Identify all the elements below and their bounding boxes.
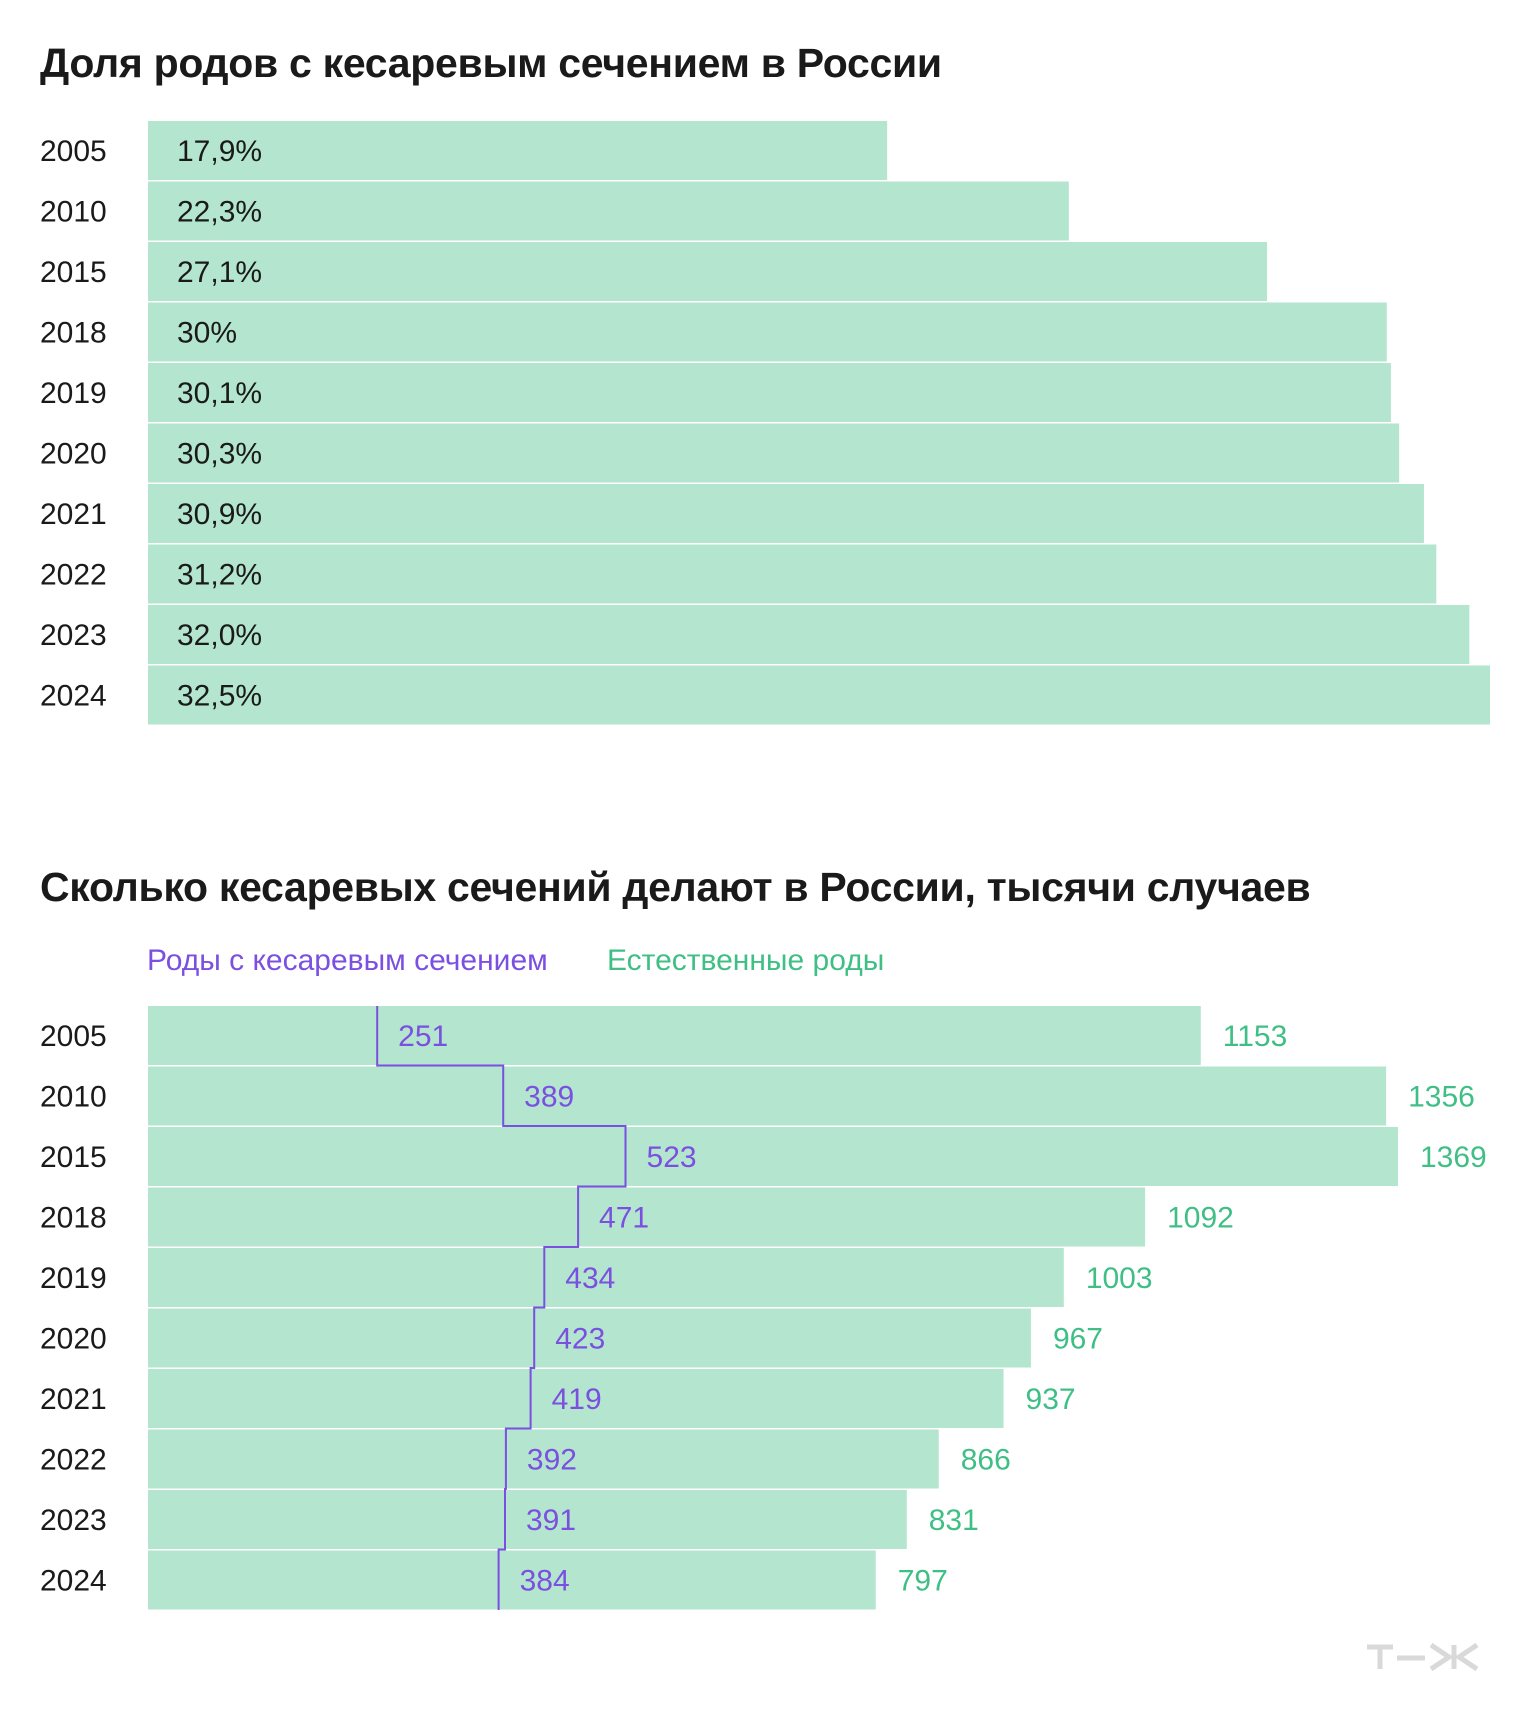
chart2-cesarean-value: 471 xyxy=(599,1202,649,1235)
chart2-natural-value: 866 xyxy=(961,1444,1011,1477)
chart1-bar-2018 xyxy=(148,302,1387,362)
chart2-bar-2018 xyxy=(148,1187,1146,1247)
chart1-value-label: 30% xyxy=(177,317,237,350)
chart2-year-label: 2021 xyxy=(40,1383,107,1416)
chart2-year-label: 2015 xyxy=(40,1141,107,1174)
chart1-year-label: 2020 xyxy=(40,438,107,471)
chart1-value-label: 30,9% xyxy=(177,498,262,531)
chart1-value-label: 31,2% xyxy=(177,559,262,592)
chart1-bar-2010 xyxy=(148,181,1069,241)
legend-natural: Естественные роды xyxy=(607,944,885,977)
chart2-bar-2022 xyxy=(148,1429,939,1489)
chart1-share-cesarean: 2005 17,9% 2010 22,3% 2015 27,1% 2018 30% 2019 30… xyxy=(40,121,1490,725)
chart2-natural-value: 797 xyxy=(898,1565,948,1598)
legend-cesarean: Роды с кесаревым сечением xyxy=(147,944,548,977)
chart2-bar-2024 xyxy=(148,1550,876,1610)
chart2-natural-value: 1369 xyxy=(1420,1141,1487,1174)
chart2-year-label: 2024 xyxy=(40,1565,107,1598)
chart2-cesarean-value: 423 xyxy=(555,1323,605,1356)
chart2-bar-2020 xyxy=(148,1308,1031,1368)
chart2-cesarean-value: 392 xyxy=(527,1444,577,1477)
chart1-year-label: 2023 xyxy=(40,619,107,652)
chart2-cesarean-step-line xyxy=(376,1006,627,1610)
chart1-bar-2015 xyxy=(148,242,1268,301)
chart1-year-label: 2010 xyxy=(40,196,107,229)
chart1-bar-2023 xyxy=(148,605,1470,664)
chart1-bar-2024 xyxy=(148,665,1490,725)
chart1-value-label: 27,1% xyxy=(177,256,262,289)
chart2-title: Сколько кесаревых сечений делают в Росси… xyxy=(40,864,1311,910)
chart2-year-label: 2019 xyxy=(40,1262,107,1295)
chart2-year-label: 2018 xyxy=(40,1202,107,1235)
chart2-cesarean-value: 434 xyxy=(565,1262,615,1295)
chart2-natural-value: 967 xyxy=(1053,1323,1103,1356)
chart2-cesarean-value: 523 xyxy=(647,1141,697,1174)
chart1-bar-2019 xyxy=(148,363,1391,422)
chart2-bar-2005 xyxy=(148,1006,1201,1065)
chart1-value-label: 30,1% xyxy=(177,377,262,410)
chart1-value-label: 32,5% xyxy=(177,680,262,713)
chart2-year-label: 2005 xyxy=(40,1020,107,1053)
chart1-title: Доля родов с кесаревым сечением в России xyxy=(40,40,942,86)
chart2-bar-2019 xyxy=(148,1248,1064,1307)
chart2-year-label: 2020 xyxy=(40,1323,107,1356)
chart1-year-label: 2005 xyxy=(40,135,107,168)
chart1-value-label: 32,0% xyxy=(177,619,262,652)
chart1-year-label: 2022 xyxy=(40,559,107,592)
chart2-natural-value: 937 xyxy=(1026,1383,1076,1416)
chart1-value-label: 17,9% xyxy=(177,135,262,168)
chart2-natural-value: 1153 xyxy=(1223,1020,1288,1053)
chart2-natural-value: 1356 xyxy=(1408,1081,1475,1114)
chart1-value-label: 30,3% xyxy=(177,438,262,471)
chart2-bar-2021 xyxy=(148,1369,1004,1428)
chart2-bar-2023 xyxy=(148,1490,907,1549)
tj-logo xyxy=(1367,1642,1479,1672)
chart2-natural-value: 831 xyxy=(929,1504,979,1537)
chart2-natural-value: 1003 xyxy=(1086,1262,1153,1295)
chart2-cesarean-value: 251 xyxy=(398,1020,448,1053)
chart1-bar-2022 xyxy=(148,544,1437,604)
chart1-year-label: 2019 xyxy=(40,377,107,410)
chart1-bar-2020 xyxy=(148,423,1400,483)
chart2-cesarean-value: 389 xyxy=(524,1081,574,1114)
chart1-year-label: 2024 xyxy=(40,680,107,713)
chart2-cesarean-value: 391 xyxy=(526,1504,576,1537)
chart1-year-label: 2021 xyxy=(40,498,107,531)
chart1-bar-2021 xyxy=(148,484,1424,543)
chart1-year-label: 2018 xyxy=(40,317,107,350)
chart2-natural-value: 1092 xyxy=(1167,1202,1234,1235)
chart2-cesarean-value: 384 xyxy=(520,1565,570,1598)
chart1-year-label: 2015 xyxy=(40,256,107,289)
chart2-bar-2010 xyxy=(148,1066,1387,1126)
chart1-value-label: 22,3% xyxy=(177,196,262,229)
chart2-year-label: 2023 xyxy=(40,1504,107,1537)
chart2-year-label: 2010 xyxy=(40,1081,107,1114)
chart1-bar-2005 xyxy=(148,121,888,180)
chart2-cesarean-value: 419 xyxy=(552,1383,602,1416)
chart2-year-label: 2022 xyxy=(40,1444,107,1477)
chart2-bar-2015 xyxy=(148,1127,1398,1186)
